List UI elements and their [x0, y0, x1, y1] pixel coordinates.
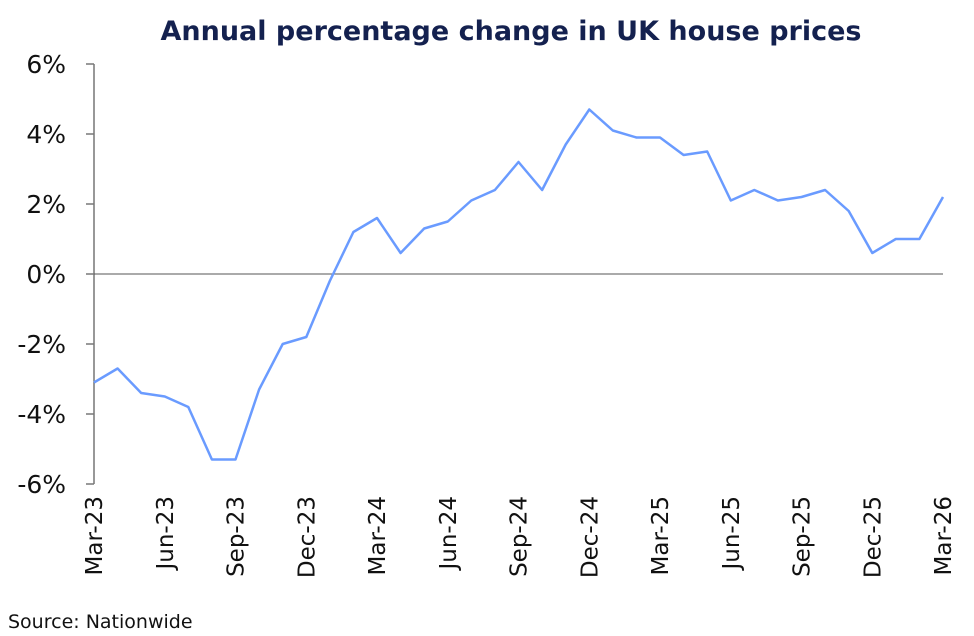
x-tick-label: Mar-23 [82, 496, 108, 576]
x-tick-label: Jun-24 [436, 496, 462, 572]
x-tick-label: Sep-25 [790, 496, 816, 577]
x-tick-label: Jun-23 [153, 496, 179, 572]
x-tick-label: Mar-24 [365, 496, 391, 576]
x-tick-label: Dec-24 [577, 496, 603, 578]
y-tick-label: 0% [26, 260, 66, 289]
plot-area [93, 108, 945, 461]
x-tick-label: Mar-25 [648, 496, 674, 576]
x-tick-label: Dec-23 [294, 496, 320, 578]
chart-title: Annual percentage change in UK house pri… [161, 16, 862, 47]
x-tick-label: Dec-25 [860, 496, 886, 578]
y-axis: 6% 4% 2% 0% -2% -4% -6% [17, 50, 95, 499]
y-tick-label: 6% [26, 50, 66, 79]
y-tick-label: -2% [17, 330, 66, 359]
x-axis: Mar-23 Jun-23 Sep-23 Dec-23 Mar-24 Jun-24 Sep-… [82, 496, 957, 578]
y-tick-label: -4% [17, 400, 66, 429]
source-note: Source: Nationwide [8, 611, 193, 633]
y-tick-label: 2% [26, 190, 66, 219]
x-tick-label: Jun-25 [719, 496, 745, 572]
x-tick-label: Sep-24 [507, 496, 533, 577]
y-tick-label: 4% [26, 120, 66, 149]
x-tick-label: Sep-23 [224, 496, 250, 577]
y-tick-label: -6% [17, 470, 66, 499]
x-tick-label: Mar-26 [931, 496, 957, 576]
